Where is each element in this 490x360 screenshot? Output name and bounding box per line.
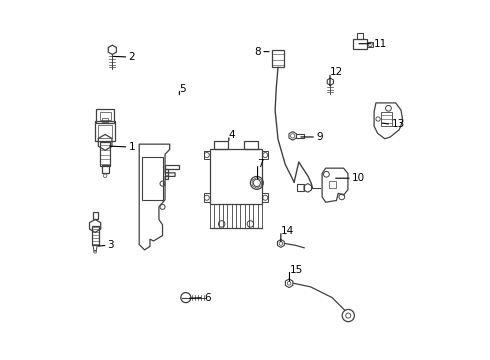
Bar [100,112,111,120]
Bar [95,121,115,140]
Bar [367,42,373,47]
Bar [272,50,284,67]
Text: 8: 8 [254,46,261,57]
Text: 12: 12 [330,67,343,77]
Text: 4: 4 [229,130,236,140]
Bar [203,151,210,159]
Text: 6: 6 [204,293,210,303]
Bar [214,141,228,149]
Bar [262,151,269,159]
Bar [210,149,262,204]
Text: 1: 1 [128,142,135,152]
Bar [102,118,108,122]
Text: 13: 13 [392,120,405,129]
Text: 5: 5 [179,84,186,94]
Bar [96,109,114,123]
Bar [165,169,168,179]
Text: 14: 14 [281,226,294,236]
Bar [357,33,363,39]
Text: 10: 10 [352,173,365,183]
Bar [92,226,98,245]
Bar [100,142,110,166]
Bar [381,112,392,126]
Text: 7: 7 [258,159,264,169]
Text: 9: 9 [316,132,322,142]
Bar [165,165,179,169]
Text: 3: 3 [108,240,114,250]
Bar [101,165,109,173]
Bar [93,212,98,220]
Text: 2: 2 [128,52,135,62]
Bar [353,39,367,49]
Bar [297,184,304,192]
Bar [203,193,210,202]
Bar [296,134,304,138]
Text: 15: 15 [290,265,303,275]
Bar [262,193,269,202]
Bar [142,157,163,200]
Text: 11: 11 [373,39,387,49]
Bar [98,125,112,138]
Bar [244,141,258,149]
